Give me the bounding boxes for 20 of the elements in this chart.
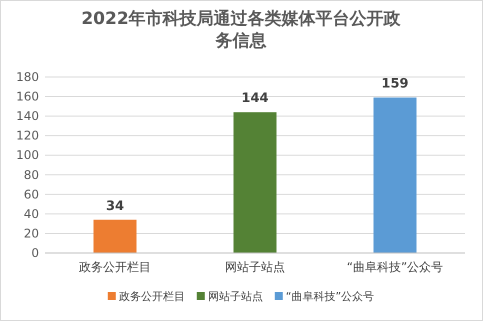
y-tick-label: 100 [16,148,39,162]
legend-label: 政务公开栏目 [118,290,185,303]
y-tick-label: 140 [16,109,39,124]
legend-label: “曲阜科技”公众号 [286,290,374,303]
y-tick-label: 160 [16,90,39,104]
y-tick-label: 120 [16,128,39,143]
x-tick-label: 政务公开栏目 [79,260,151,274]
y-tick-label: 20 [24,226,39,240]
x-tick-label: 网站子站点 [225,260,285,274]
y-tick-label: 0 [31,246,39,260]
x-tick-label: “曲阜科技”公众号 [346,260,444,274]
legend-label: 网站子站点 [208,290,263,303]
data-label: 159 [381,76,409,92]
title: 2022年市科技局通过各类媒体平台公开政务信息 [81,9,401,51]
y-tick-label: 80 [24,168,39,182]
y-tick-label: 180 [16,70,39,84]
data-label: 34 [106,198,124,214]
y-tick-label: 60 [24,187,39,202]
y-tick-label: 40 [24,206,39,221]
data-label: 144 [241,91,269,106]
